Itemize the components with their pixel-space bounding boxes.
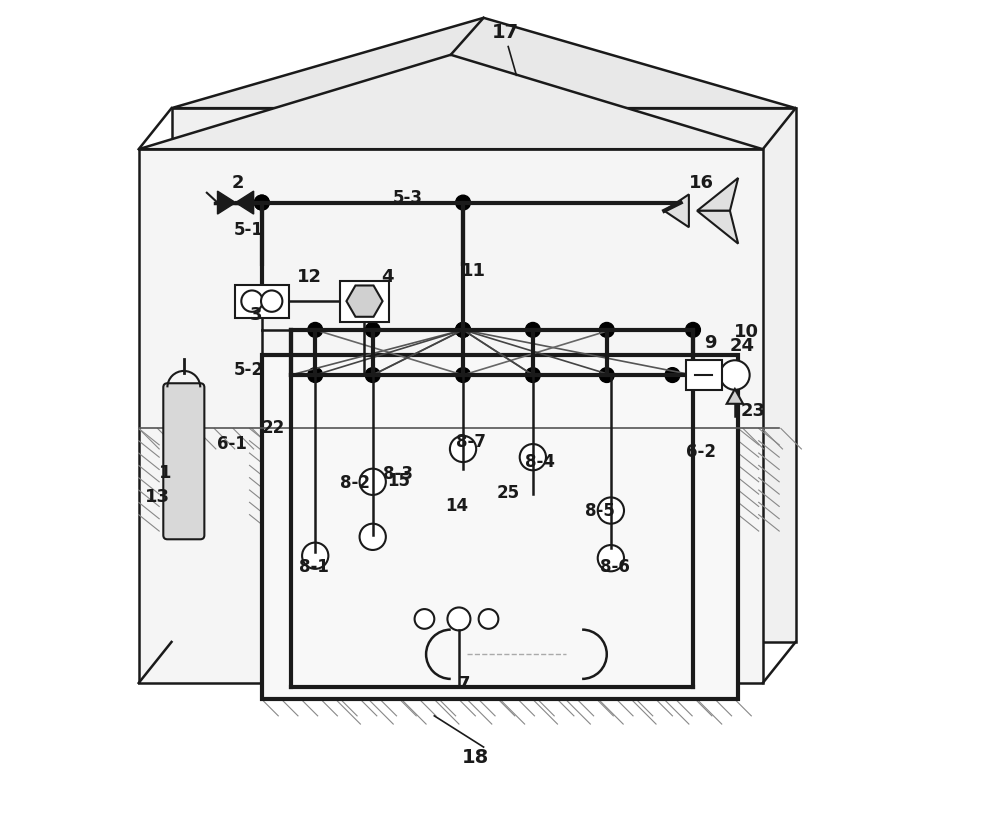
Circle shape (456, 195, 470, 210)
Text: 17: 17 (492, 23, 519, 42)
Text: 4: 4 (381, 269, 393, 286)
Circle shape (720, 360, 750, 390)
Circle shape (598, 498, 624, 524)
Text: 6-2: 6-2 (686, 443, 716, 461)
Circle shape (456, 322, 470, 337)
Text: 8-6: 8-6 (600, 558, 630, 576)
Polygon shape (664, 194, 689, 227)
Text: 16: 16 (689, 174, 714, 192)
Polygon shape (139, 54, 763, 149)
Circle shape (308, 322, 323, 337)
Circle shape (360, 524, 386, 550)
Text: 8-5: 8-5 (585, 503, 615, 520)
Text: 5-3: 5-3 (393, 189, 423, 207)
Circle shape (241, 290, 263, 311)
Circle shape (525, 322, 540, 337)
Circle shape (599, 322, 614, 337)
Polygon shape (217, 191, 254, 214)
Circle shape (456, 322, 470, 337)
Circle shape (415, 609, 434, 629)
Circle shape (302, 542, 328, 569)
Polygon shape (262, 354, 738, 700)
FancyBboxPatch shape (163, 383, 204, 539)
Text: 5-1: 5-1 (234, 222, 264, 240)
Circle shape (254, 195, 269, 210)
Polygon shape (697, 211, 738, 244)
Text: 13: 13 (145, 489, 170, 506)
Circle shape (261, 290, 282, 311)
Polygon shape (697, 178, 738, 211)
Text: 25: 25 (497, 485, 520, 503)
Text: 14: 14 (445, 497, 468, 514)
Polygon shape (172, 108, 796, 642)
Text: 6-1: 6-1 (217, 435, 247, 453)
Text: 8-3: 8-3 (383, 466, 413, 484)
Circle shape (520, 444, 546, 471)
Circle shape (456, 368, 470, 382)
Text: 8-4: 8-4 (525, 453, 555, 471)
Bar (686, 360, 722, 390)
Circle shape (686, 322, 700, 337)
Circle shape (254, 195, 269, 210)
Circle shape (365, 322, 380, 337)
Circle shape (447, 607, 470, 630)
Polygon shape (172, 18, 796, 108)
Circle shape (665, 368, 680, 382)
Text: 2: 2 (231, 174, 244, 192)
Bar (340, 281, 389, 321)
Text: 18: 18 (462, 748, 489, 767)
Text: 23: 23 (741, 402, 766, 420)
Text: 15: 15 (387, 472, 410, 490)
Text: 24: 24 (730, 337, 755, 355)
Circle shape (365, 368, 380, 382)
Bar (235, 285, 289, 317)
Text: 3: 3 (250, 306, 262, 324)
Circle shape (450, 436, 476, 462)
Text: 22: 22 (262, 419, 285, 437)
Circle shape (599, 368, 614, 382)
Text: 8-1: 8-1 (299, 558, 329, 576)
Circle shape (479, 609, 498, 629)
Polygon shape (139, 149, 763, 683)
Circle shape (360, 469, 386, 495)
Circle shape (598, 545, 624, 571)
Circle shape (525, 368, 540, 382)
Text: 11: 11 (461, 263, 486, 280)
Text: 8-2: 8-2 (340, 475, 370, 493)
Text: 1: 1 (159, 464, 172, 482)
Circle shape (308, 368, 323, 382)
Text: 8-7: 8-7 (456, 433, 486, 452)
Polygon shape (346, 285, 383, 316)
Polygon shape (727, 389, 743, 404)
Text: 9: 9 (704, 334, 716, 352)
Text: 5-2: 5-2 (234, 361, 264, 379)
Text: 10: 10 (734, 323, 759, 341)
Text: 7: 7 (457, 675, 470, 693)
Text: 12: 12 (297, 269, 322, 286)
